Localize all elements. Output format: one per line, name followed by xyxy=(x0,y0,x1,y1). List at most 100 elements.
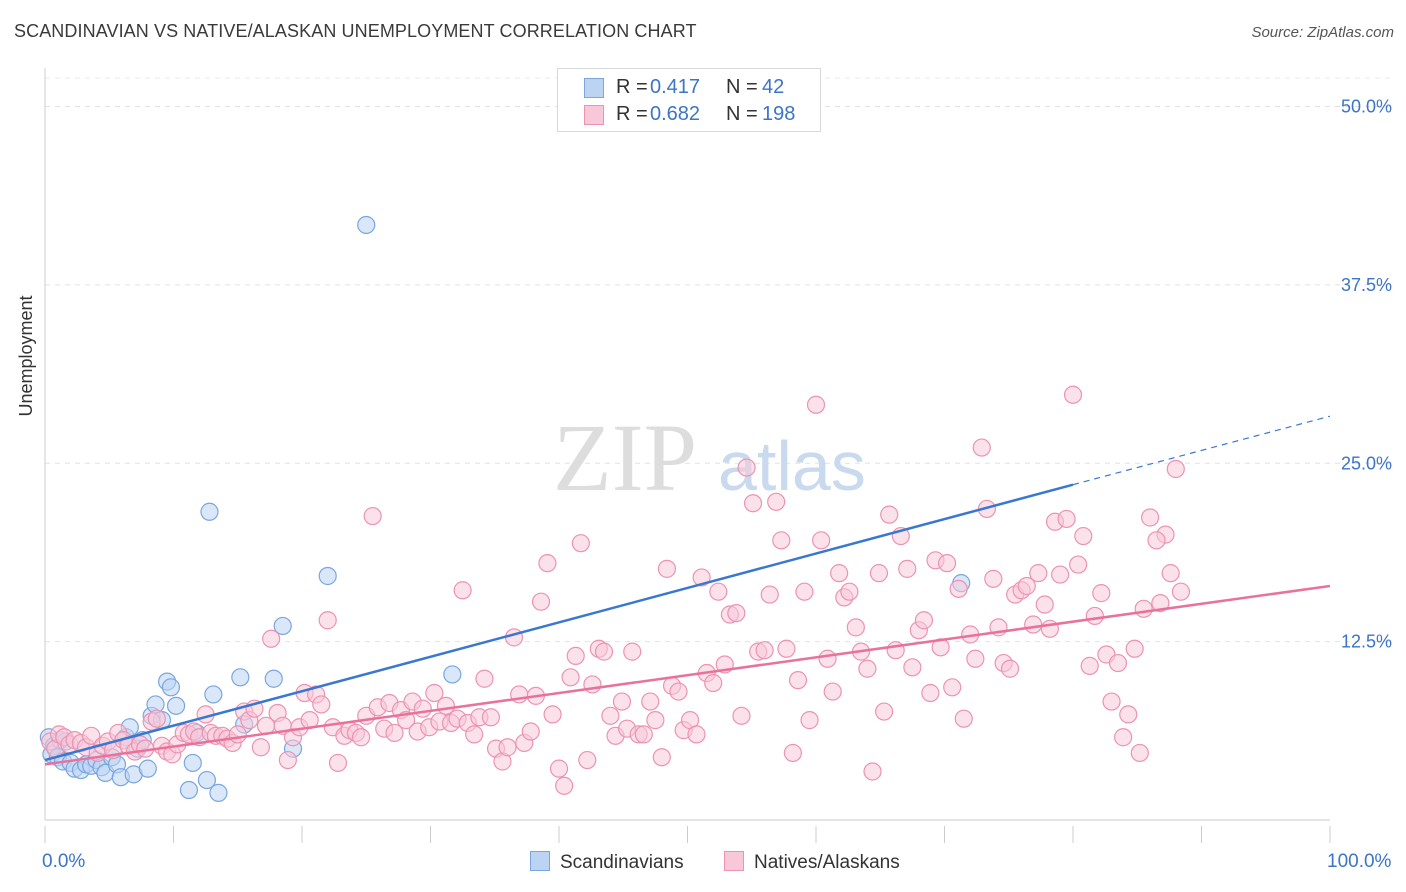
native-point xyxy=(1024,615,1043,634)
native-point xyxy=(914,611,934,630)
scandinavian-point xyxy=(264,669,283,688)
native-point xyxy=(880,505,899,524)
native-point xyxy=(755,641,774,660)
native-point xyxy=(737,458,756,477)
scandinavian-point xyxy=(197,770,217,790)
native-point xyxy=(846,618,865,637)
native-point xyxy=(1035,595,1054,614)
native-point xyxy=(1051,565,1070,584)
native-point xyxy=(1166,459,1185,479)
native-point xyxy=(561,668,580,687)
native-point xyxy=(903,658,922,677)
legend-n-value: 42 xyxy=(762,76,785,98)
legend-swatch-blue xyxy=(530,851,550,871)
native-point xyxy=(578,750,597,770)
native-point xyxy=(954,709,973,728)
scandinavian-point xyxy=(138,759,157,778)
native-point xyxy=(531,592,551,611)
native-point xyxy=(1085,606,1104,626)
native-point xyxy=(521,722,540,741)
native-point xyxy=(1029,564,1048,583)
y-tick-label: 12.5% xyxy=(1341,632,1392,652)
native-point xyxy=(727,603,746,623)
native-point xyxy=(949,579,968,598)
native-point xyxy=(278,750,297,770)
native-point xyxy=(652,748,671,767)
native-point xyxy=(549,759,569,778)
native-point xyxy=(312,695,331,714)
legend-swatch-pink xyxy=(584,105,604,125)
legend-r-label: R = xyxy=(616,103,648,125)
native-point xyxy=(1161,564,1180,583)
native-point xyxy=(687,725,706,744)
legend-n-value: 198 xyxy=(762,103,796,125)
native-point xyxy=(1074,526,1093,546)
native-point xyxy=(657,559,677,578)
y-tick-labels: 12.5% 25.0% 37.5% 50.0% xyxy=(1341,97,1392,652)
native-point xyxy=(806,395,826,414)
native-point xyxy=(795,582,814,601)
legend-n-label: N = xyxy=(726,76,758,98)
native-point xyxy=(823,682,842,701)
native-point xyxy=(538,554,557,573)
legend-row-scandinavians: R = 0.417 N = 42 xyxy=(558,75,820,101)
x-axis-max-label: 100.0% xyxy=(1327,851,1392,872)
native-point xyxy=(966,649,985,668)
scandinavians-trend-extension xyxy=(1072,415,1331,486)
grid-lines xyxy=(45,77,1392,643)
native-point xyxy=(1171,582,1191,601)
native-point xyxy=(818,649,837,668)
native-point xyxy=(1119,705,1138,724)
source-credit: Source: ZipAtlas.com xyxy=(1251,24,1394,41)
native-point xyxy=(82,726,101,745)
native-point xyxy=(812,531,831,550)
native-point xyxy=(481,708,500,727)
native-point xyxy=(863,762,882,781)
native-point xyxy=(634,725,653,744)
legend-item-natives[interactable]: Natives/Alaskans xyxy=(724,851,900,874)
native-point xyxy=(743,494,763,513)
y-axis-label: Unemployment xyxy=(16,295,36,417)
native-point xyxy=(363,506,382,526)
legend-n-label: N = xyxy=(726,103,758,125)
native-point xyxy=(840,582,859,601)
native-point xyxy=(1092,584,1111,603)
native-point xyxy=(1057,509,1076,529)
native-point xyxy=(921,683,940,703)
scandinavian-point xyxy=(200,502,219,521)
chart-title: SCANDINAVIAN VS NATIVE/ALASKAN UNEMPLOYM… xyxy=(14,21,697,41)
native-point xyxy=(623,642,642,661)
native-point xyxy=(772,531,791,550)
native-point xyxy=(328,753,348,773)
native-point xyxy=(898,559,917,578)
native-point xyxy=(147,709,166,728)
scandinavians-trend-line xyxy=(44,483,1074,762)
native-point xyxy=(788,671,808,690)
native-point xyxy=(783,743,802,763)
native-point xyxy=(1000,659,1020,678)
native-point xyxy=(504,628,524,647)
native-point xyxy=(1151,594,1170,613)
scandinavian-point xyxy=(318,566,337,586)
native-point xyxy=(566,646,585,666)
native-point xyxy=(543,705,562,724)
native-point xyxy=(571,534,590,553)
legend-r-value: 0.417 xyxy=(650,76,701,98)
native-point xyxy=(641,692,660,711)
native-point xyxy=(475,669,494,688)
native-point xyxy=(800,711,819,730)
native-point xyxy=(704,673,723,693)
legend-label-scandinavians: Scandinavians xyxy=(560,852,684,873)
native-point xyxy=(984,569,1003,588)
native-point xyxy=(709,582,728,601)
watermark: ZIP atlas xyxy=(553,404,866,511)
scandinavian-point xyxy=(183,753,202,773)
native-point xyxy=(875,702,894,721)
legend-item-scandinavians[interactable]: Scandinavians xyxy=(530,851,684,874)
native-point xyxy=(830,564,849,583)
native-point xyxy=(1114,728,1133,747)
scandinavians-points xyxy=(39,215,971,802)
scandinavian-point xyxy=(179,780,199,800)
native-point xyxy=(425,683,444,703)
native-point xyxy=(760,585,779,604)
